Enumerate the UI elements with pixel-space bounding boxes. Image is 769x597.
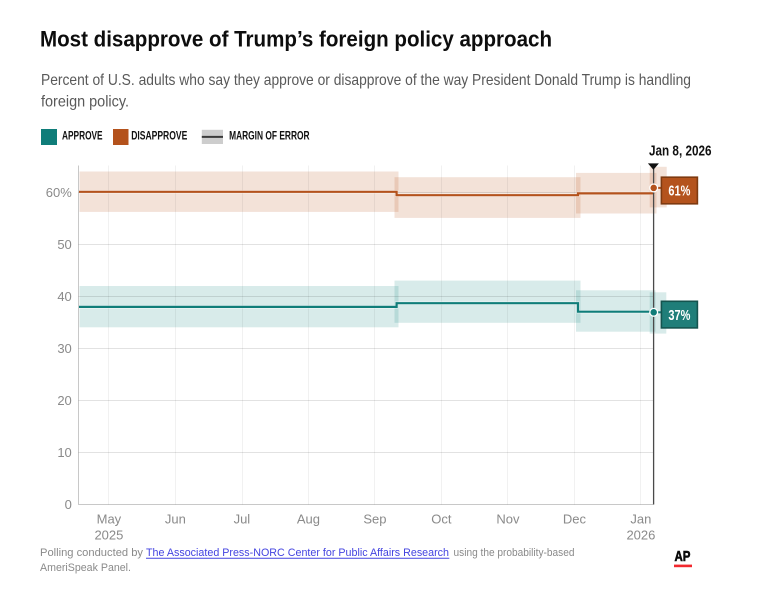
svg-text:37%: 37% [668, 307, 690, 324]
svg-text:20: 20 [57, 393, 71, 408]
svg-text:Sep: Sep [363, 512, 386, 527]
svg-text:May: May [97, 512, 122, 527]
svg-text:The Associated Press-NORC Cent: The Associated Press-NORC Center for Pub… [146, 547, 449, 559]
svg-text:2026: 2026 [626, 528, 655, 543]
svg-text:30: 30 [57, 341, 71, 356]
svg-text:AP: AP [675, 549, 691, 565]
svg-text:40: 40 [57, 289, 71, 304]
svg-text:Aug: Aug [297, 512, 320, 527]
svg-text:Oct: Oct [431, 512, 452, 527]
svg-text:61%: 61% [668, 183, 690, 200]
svg-text:0: 0 [65, 497, 72, 512]
svg-text:Percent of U.S. adults who say: Percent of U.S. adults who say they appr… [41, 72, 691, 89]
svg-text:Dec: Dec [563, 512, 587, 527]
svg-text:Nov: Nov [496, 512, 520, 527]
svg-text:Most disapprove of Trump’s for: Most disapprove of Trump’s foreign polic… [40, 27, 552, 52]
svg-text:Jun: Jun [165, 512, 186, 527]
svg-text:using the probability-based: using the probability-based [454, 547, 575, 559]
svg-text:60%: 60% [46, 185, 72, 200]
svg-text:MARGIN OF ERROR: MARGIN OF ERROR [229, 129, 310, 142]
svg-text:foreign policy.: foreign policy. [41, 94, 129, 111]
svg-text:Jul: Jul [234, 512, 251, 527]
svg-text:Jan 8, 2026: Jan 8, 2026 [649, 144, 712, 160]
svg-text:2025: 2025 [94, 528, 123, 543]
svg-text:Polling conducted by: Polling conducted by [40, 547, 144, 559]
svg-text:50: 50 [57, 237, 71, 252]
svg-text:APPROVE: APPROVE [62, 129, 103, 142]
svg-text:10: 10 [57, 445, 71, 460]
svg-text:Jan: Jan [630, 512, 651, 527]
svg-text:DISAPPROVE: DISAPPROVE [131, 129, 187, 142]
svg-text:AmeriSpeak Panel.: AmeriSpeak Panel. [40, 562, 131, 574]
